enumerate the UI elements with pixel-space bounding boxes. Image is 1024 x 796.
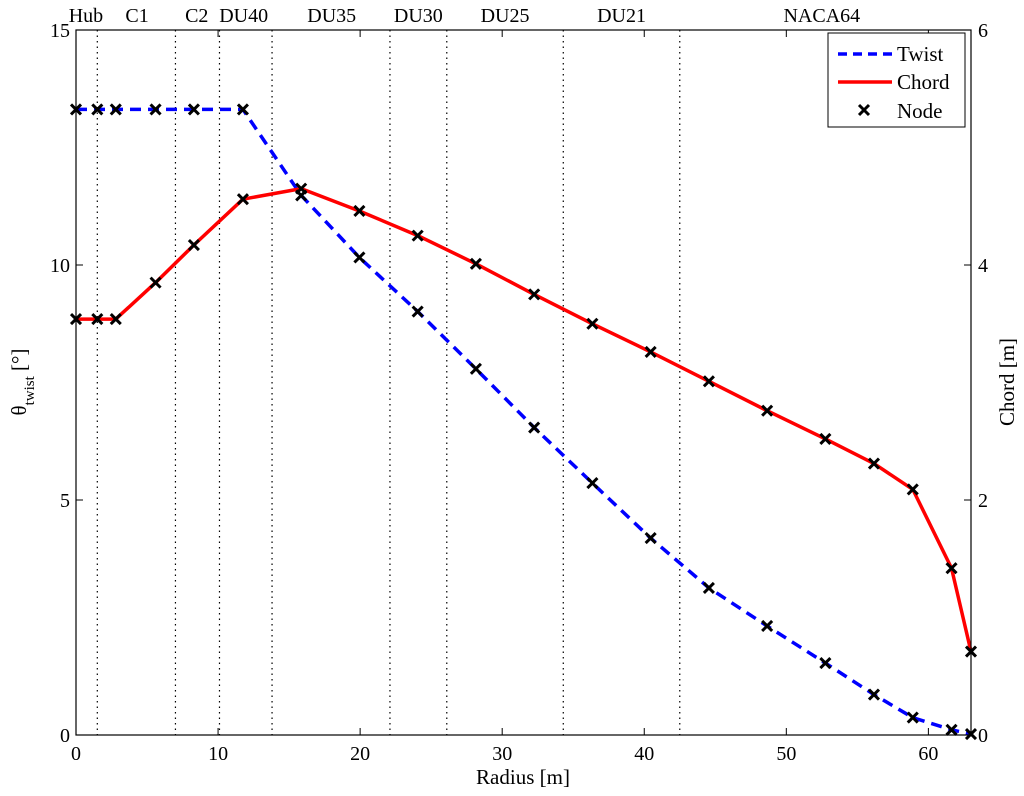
legend-box bbox=[827, 32, 966, 128]
series-lines bbox=[76, 107, 973, 736]
node-marker-chord-1 bbox=[91, 312, 104, 326]
node-marker-chord-16 bbox=[867, 457, 881, 470]
x-tick-label-60: 60 bbox=[918, 743, 938, 765]
node-marker-chord-14 bbox=[761, 404, 774, 417]
y-axis-label-left: θtwist [°] bbox=[7, 349, 38, 416]
y-axis-label-left-unit: [°] bbox=[7, 349, 31, 377]
x-tick-label-30: 30 bbox=[492, 743, 512, 765]
region-label-c2: C2 bbox=[185, 5, 208, 27]
node-marker-twist-7 bbox=[353, 251, 366, 264]
y-right-tick-label-2: 2 bbox=[978, 490, 988, 512]
airfoil-region-labels: Hub C1 C2 DU40 DU35 DU30 DU25 DU21 NACA64 bbox=[69, 5, 860, 27]
y-left-tick-label-10: 10 bbox=[50, 255, 70, 277]
series-line-chord bbox=[76, 186, 973, 652]
node-marker-chord-3 bbox=[149, 276, 162, 289]
y-axis-label-left-sub: twist bbox=[22, 375, 38, 405]
node-marker-chord-13 bbox=[702, 375, 715, 388]
region-label-du30: DU30 bbox=[394, 5, 443, 27]
node-marker-chord-17 bbox=[906, 483, 919, 496]
region-label-du40: DU40 bbox=[219, 5, 268, 27]
node-marker-twist-15 bbox=[819, 657, 832, 670]
region-label-c1: C1 bbox=[125, 5, 148, 27]
plot-frame bbox=[75, 29, 972, 736]
y-right-tick-label-6: 6 bbox=[978, 20, 988, 42]
y-left-tick-label-5: 5 bbox=[60, 490, 70, 512]
node-markers bbox=[69, 103, 978, 741]
node-marker-twist-14 bbox=[761, 619, 774, 633]
region-label-naca64: NACA64 bbox=[783, 5, 860, 27]
node-marker-twist-4 bbox=[187, 103, 200, 116]
node-marker-twist-16 bbox=[867, 688, 881, 701]
node-marker-chord-5 bbox=[236, 193, 249, 206]
x-tick-label-20: 20 bbox=[350, 743, 370, 765]
legend-twist-label: Twist bbox=[897, 42, 944, 66]
node-marker-twist-13 bbox=[702, 581, 715, 594]
y-left-tick-label-0: 0 bbox=[60, 725, 70, 747]
legend: Twist Chord Node bbox=[827, 32, 966, 128]
node-marker-chord-2 bbox=[109, 312, 122, 326]
node-marker-chord-11 bbox=[586, 317, 599, 330]
y-left-tick-label-15: 15 bbox=[50, 20, 70, 42]
node-marker-chord-10 bbox=[528, 288, 541, 301]
x-axis-label: Radius [m] bbox=[476, 765, 570, 789]
x-tick-label-0: 0 bbox=[71, 743, 81, 765]
node-marker-twist-5 bbox=[236, 103, 249, 116]
legend-node-label: Node bbox=[897, 99, 943, 123]
node-marker-twist-2 bbox=[109, 103, 122, 116]
node-marker-twist-9 bbox=[469, 362, 482, 375]
axis-ticks: 0 10 20 30 40 50 60 0 5 10 15 0 2 4 6 bbox=[50, 20, 988, 765]
x-tick-label-10: 10 bbox=[208, 743, 228, 765]
node-marker-twist-12 bbox=[644, 532, 657, 545]
node-marker-chord-9 bbox=[469, 257, 482, 270]
node-marker-twist-18 bbox=[945, 723, 958, 736]
x-tick-label-40: 40 bbox=[634, 743, 654, 765]
node-marker-chord-12 bbox=[644, 345, 657, 359]
node-marker-twist-10 bbox=[528, 421, 541, 434]
y-right-tick-label-0: 0 bbox=[978, 725, 988, 747]
node-marker-chord-8 bbox=[411, 229, 424, 242]
region-label-du35: DU35 bbox=[307, 5, 356, 27]
x-tick-label-50: 50 bbox=[776, 743, 796, 765]
node-marker-chord-6 bbox=[295, 182, 308, 195]
legend-node-marker bbox=[857, 103, 871, 117]
y-axis-label-right: Chord [m] bbox=[995, 338, 1019, 426]
airfoil-region-boundaries bbox=[96, 30, 681, 735]
y-axis-label-left-main: θ bbox=[7, 405, 31, 415]
node-marker-twist-1 bbox=[91, 103, 104, 116]
legend-chord-label: Chord bbox=[897, 70, 950, 94]
series-line-twist bbox=[76, 107, 972, 736]
node-marker-twist-3 bbox=[149, 103, 162, 116]
y-right-tick-label-4: 4 bbox=[978, 255, 988, 277]
region-label-du25: DU25 bbox=[481, 5, 530, 27]
region-label-du21: DU21 bbox=[597, 5, 646, 27]
node-marker-chord-7 bbox=[353, 204, 366, 218]
region-label-hub: Hub bbox=[69, 5, 103, 27]
node-marker-chord-15 bbox=[819, 432, 832, 445]
node-marker-twist-11 bbox=[586, 477, 599, 490]
node-marker-chord-18 bbox=[945, 562, 958, 575]
node-marker-chord-4 bbox=[187, 238, 200, 252]
node-marker-twist-8 bbox=[411, 305, 424, 318]
node-marker-twist-17 bbox=[906, 711, 919, 724]
